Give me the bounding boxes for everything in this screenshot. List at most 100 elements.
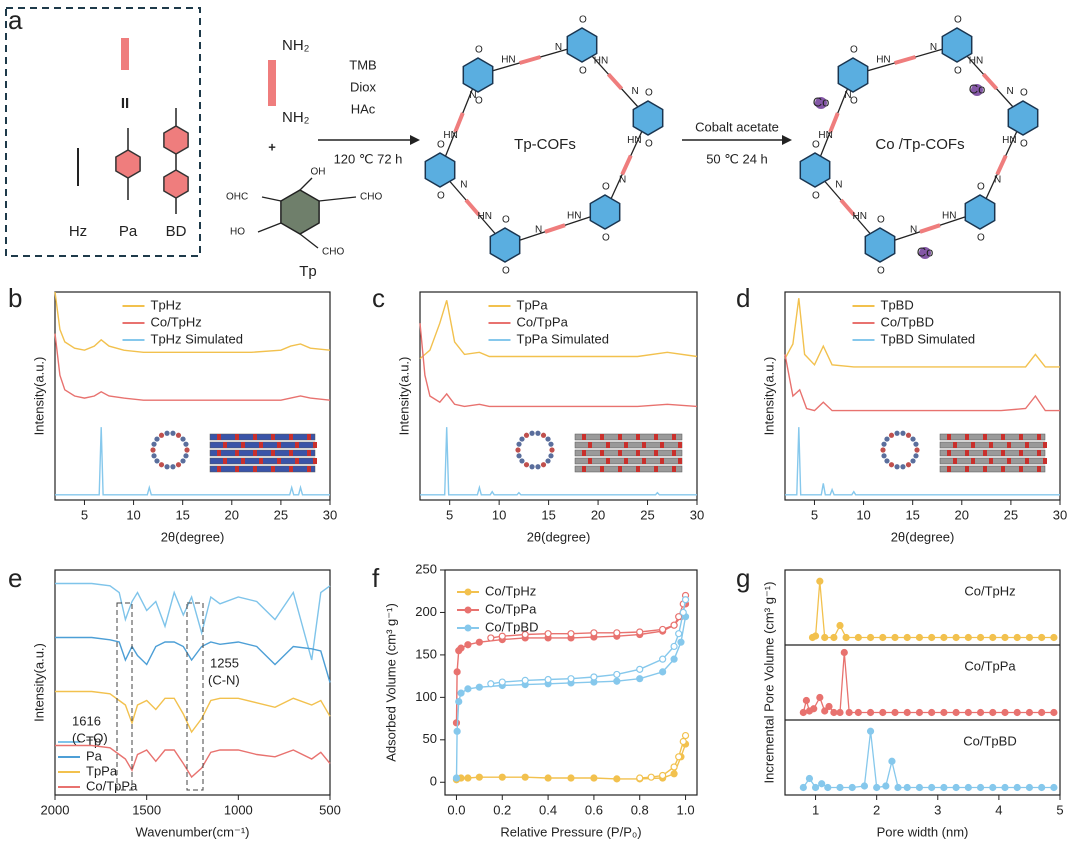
inset-atom — [183, 441, 189, 447]
data-point — [845, 708, 853, 717]
inset-atom — [170, 430, 176, 436]
legend-label: TpBD Simulated — [881, 331, 976, 346]
data-point — [1038, 633, 1046, 642]
x-tick-label: 1 — [812, 802, 819, 817]
inset-accent — [277, 442, 281, 448]
data-point — [836, 783, 844, 792]
series-line — [55, 427, 330, 496]
data-point — [1025, 783, 1034, 792]
linker — [839, 198, 856, 217]
annotation: (C=O) — [72, 730, 108, 745]
atom-label: O — [437, 140, 445, 151]
data-point — [964, 633, 972, 642]
inset-atom — [180, 458, 186, 464]
data-point — [475, 683, 483, 691]
inset-accent — [259, 458, 263, 464]
inset-atom — [170, 464, 176, 470]
data-point — [825, 702, 833, 711]
x-tick-label: 25 — [640, 507, 654, 522]
data-point — [952, 783, 960, 792]
hexagon — [589, 194, 621, 230]
inset-accent — [271, 450, 275, 456]
y-tick-label: 100 — [415, 689, 437, 704]
inset-accent — [654, 450, 658, 456]
atom-label: HN — [501, 55, 515, 66]
atom-label: N — [469, 90, 476, 101]
atom-label: O — [877, 266, 885, 277]
inset-accent — [223, 458, 227, 464]
inset-atom — [894, 430, 900, 436]
data-point — [866, 633, 875, 642]
data-point — [842, 633, 850, 642]
hexagon — [941, 27, 973, 63]
linker — [981, 72, 999, 91]
inset-accent — [642, 458, 646, 464]
panel-letter: a — [8, 5, 23, 35]
inset-accent — [295, 442, 299, 448]
legend-label: TpPa Simulated — [517, 331, 610, 346]
data-point — [840, 648, 848, 657]
inset-accent — [618, 450, 622, 456]
bond — [261, 196, 282, 202]
data-point — [521, 773, 529, 781]
inset-atom — [548, 453, 554, 459]
data-point — [1001, 783, 1009, 792]
hexagon — [280, 189, 320, 235]
inset-accent — [1043, 458, 1047, 464]
inset-atom — [910, 458, 916, 464]
hexagon — [864, 227, 896, 263]
inset-atom — [545, 436, 551, 442]
panel-letter: f — [372, 563, 380, 593]
atom-label: O — [850, 45, 858, 56]
inset-atom — [515, 447, 521, 453]
atom-label: O — [579, 15, 587, 26]
inset-accent — [618, 434, 622, 440]
inset-atom — [529, 464, 535, 470]
inset-atom — [910, 436, 916, 442]
atom-label: N — [460, 180, 467, 191]
legend-label: TpHz — [151, 297, 182, 312]
inset-atom — [888, 462, 895, 468]
bond — [318, 196, 357, 202]
y-axis-label: Adsorbed Volume (cm³ g⁻¹) — [383, 603, 398, 762]
atom-label: HN — [594, 56, 608, 67]
inset-accent — [259, 442, 263, 448]
inset-accent — [307, 434, 311, 440]
data-point — [1038, 708, 1046, 717]
inset-atom — [516, 453, 522, 459]
inset-accent — [307, 450, 311, 456]
x-tick-label: 1500 — [132, 802, 161, 817]
atom-label: N — [535, 224, 542, 235]
atom-label: HN — [969, 56, 983, 67]
y-tick-label: 0 — [430, 774, 437, 789]
x-axis-label: 2θ(degree) — [527, 529, 591, 544]
inset-accent — [313, 458, 317, 464]
linker — [620, 154, 633, 176]
data-point — [952, 633, 960, 642]
linker-label: Pa — [119, 223, 138, 240]
annotation: 1255 — [210, 655, 239, 670]
hexagon — [964, 194, 996, 230]
inset-atom — [900, 464, 906, 470]
inset-accent — [1001, 466, 1005, 472]
inset-layer — [939, 449, 1046, 457]
inset-accent — [1007, 442, 1011, 448]
atom-label: N — [910, 224, 917, 235]
data-point — [498, 678, 506, 686]
inset-accent — [588, 442, 592, 448]
data-point — [659, 771, 667, 780]
plot-frame — [784, 291, 1061, 501]
inset-accent — [654, 466, 658, 472]
series-line — [55, 690, 331, 734]
data-point — [964, 783, 972, 792]
atom-label: O — [502, 215, 510, 226]
data-point — [836, 621, 844, 630]
x-tick-label: 20 — [591, 507, 605, 522]
y-tick-label: 250 — [415, 561, 437, 576]
x-tick-label: 25 — [274, 507, 288, 522]
x-tick-label: 5 — [446, 507, 453, 522]
y-axis-label: Intensity(a.u.) — [761, 357, 776, 436]
inset-accent — [660, 458, 664, 464]
inset-accent — [253, 450, 257, 456]
cobalt — [815, 97, 827, 109]
